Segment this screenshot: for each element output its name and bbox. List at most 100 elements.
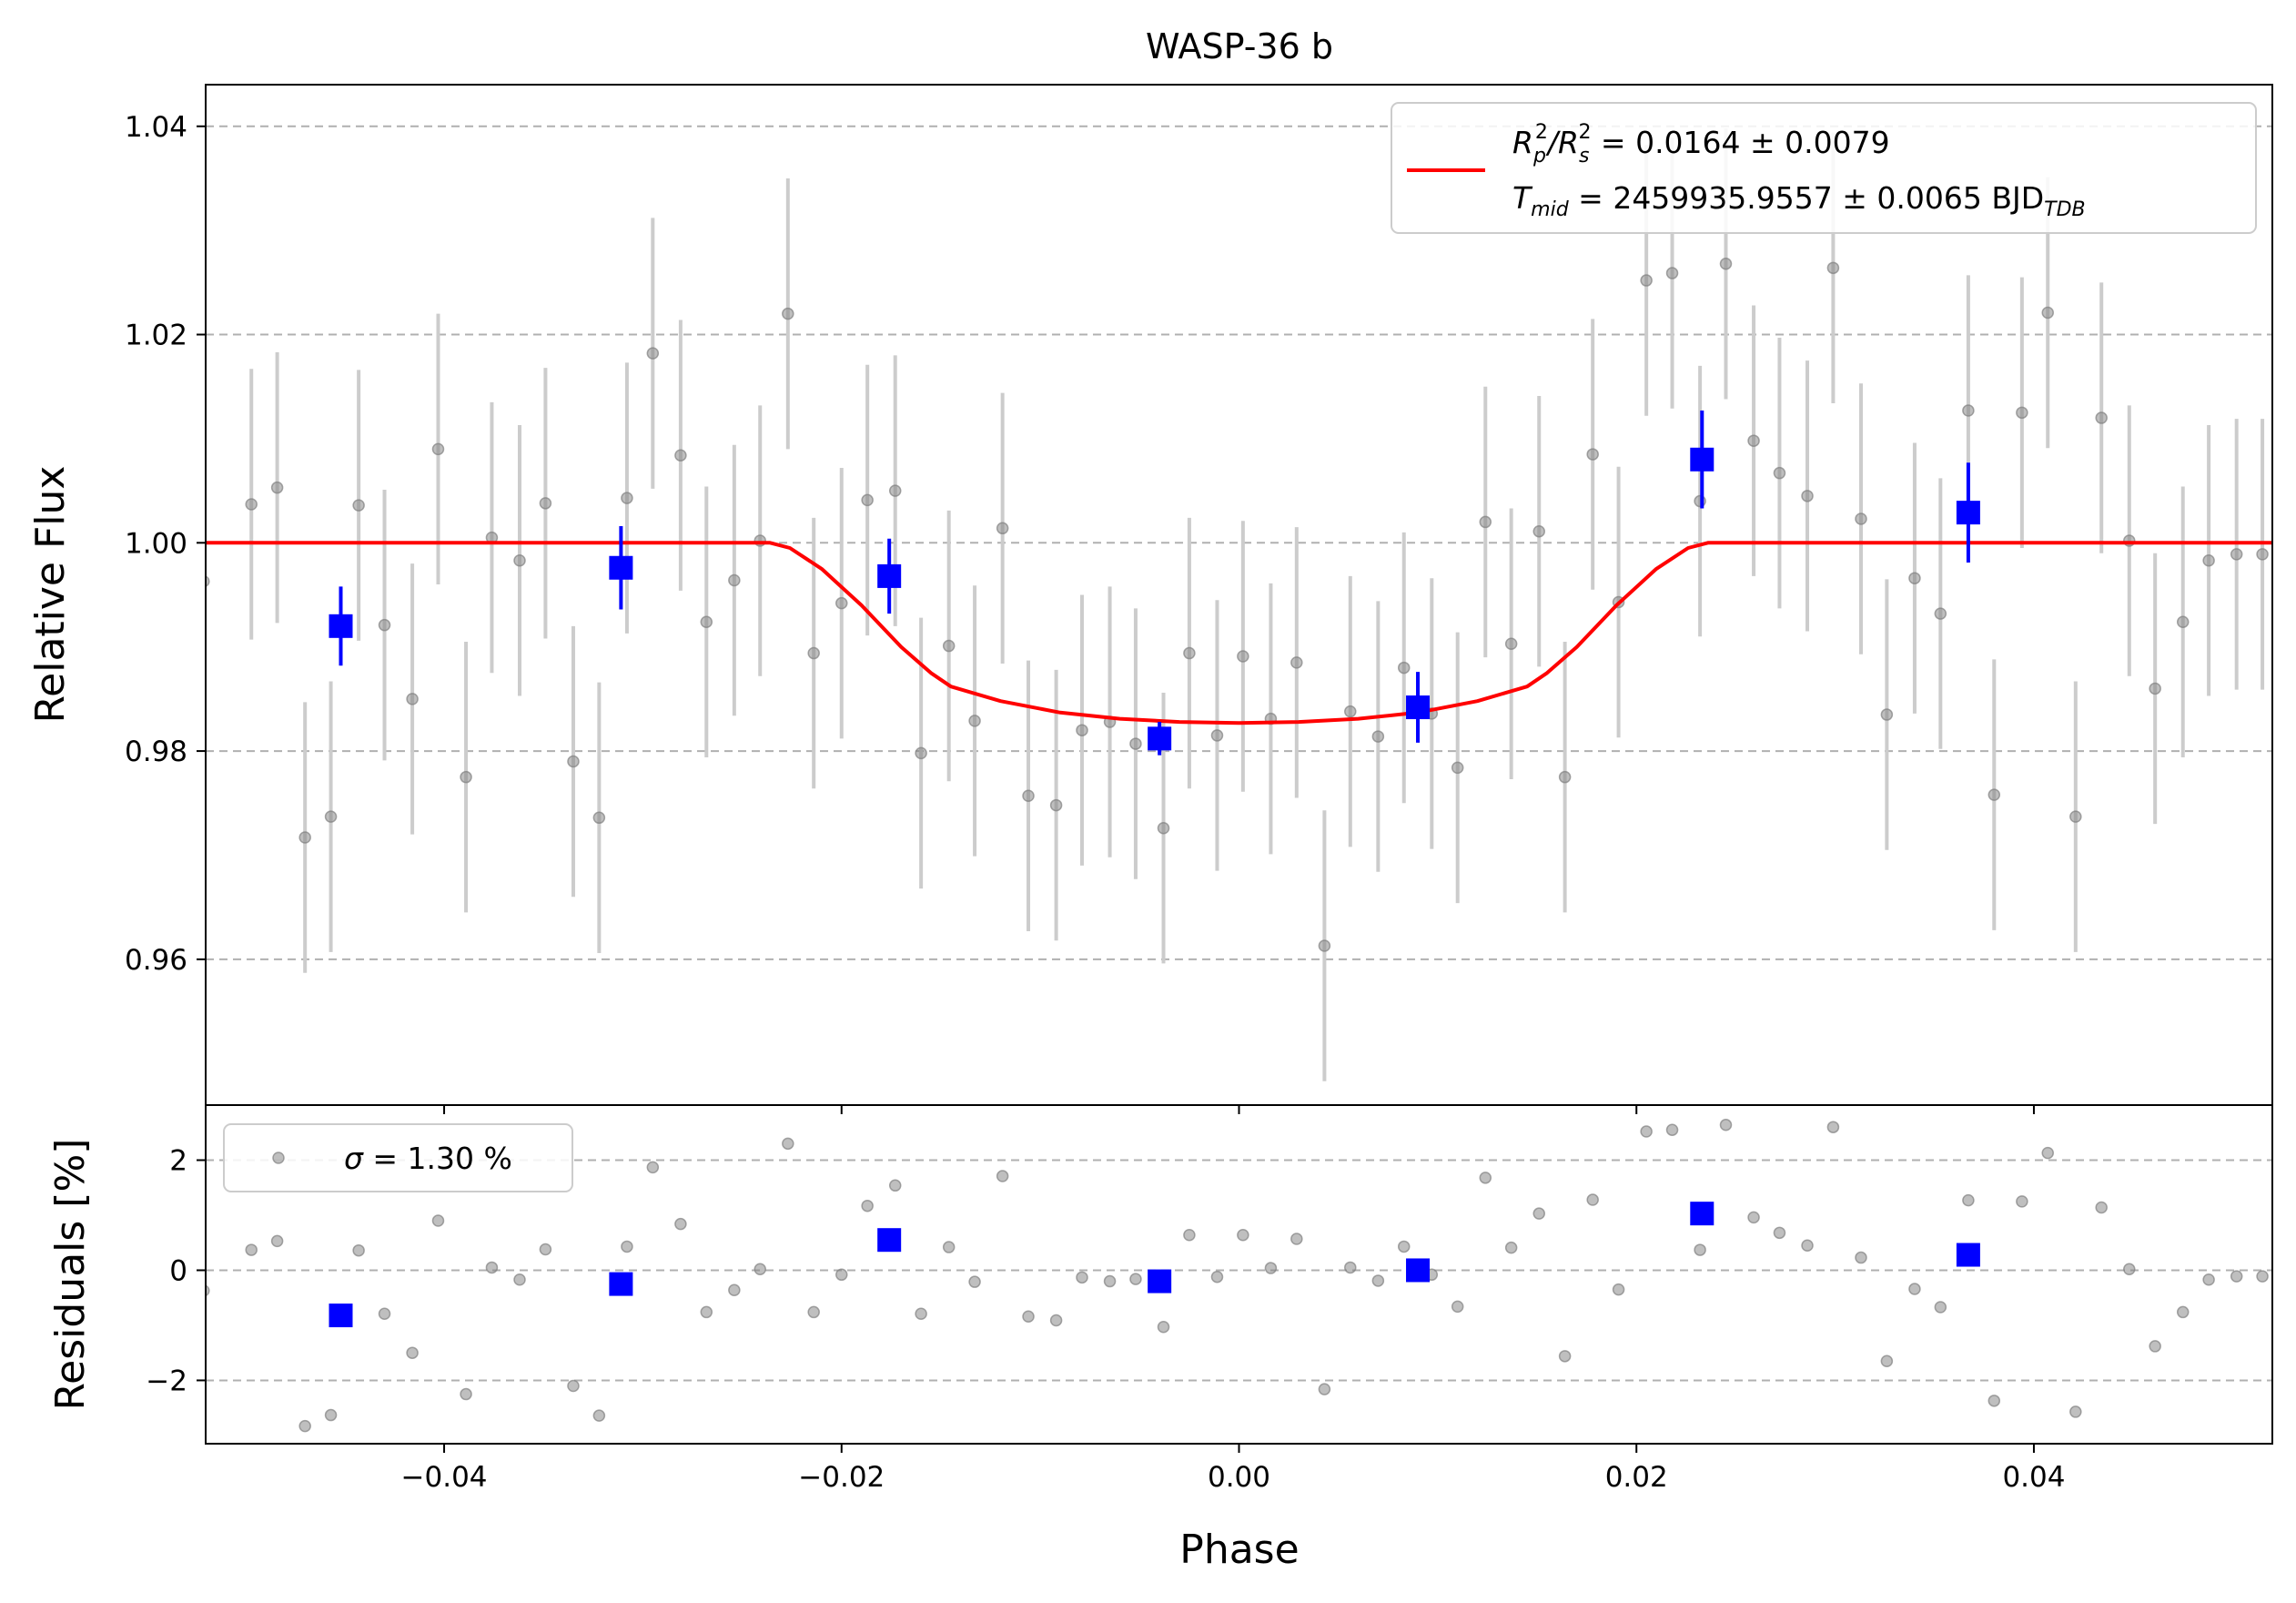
residual-point: [1719, 1119, 1733, 1131]
data-point: [1371, 730, 1385, 743]
main-x-ticks: [443, 1105, 2035, 1114]
residual-point: [1129, 1273, 1142, 1285]
residual-point: [621, 1240, 633, 1253]
residual-point: [728, 1283, 741, 1296]
residual-point: [2230, 1270, 2243, 1283]
binned-point: [1148, 726, 1172, 751]
residuals-panel: −2 0 2 −0.04 −0.02 0.00 0.02 0.04 Residuals [%…: [47, 1104, 2273, 1573]
data-point: [915, 746, 927, 760]
data-point: [861, 493, 874, 507]
residual-point: [1558, 1350, 1572, 1363]
residual-point: [2149, 1340, 2161, 1353]
residual-point: [1290, 1233, 1303, 1245]
residual-point: [2176, 1305, 2190, 1319]
data-point: [1318, 939, 1331, 952]
residual-point: [1318, 1383, 1331, 1395]
data-point: [1558, 770, 1572, 784]
residual-point: [861, 1199, 874, 1212]
residual-point: [1826, 1121, 1840, 1133]
data-point: [996, 522, 1009, 535]
x-tick-label: 0.00: [1208, 1461, 1270, 1494]
data-point: [206, 575, 210, 588]
legend-tmid-label: Tmid = 2459935.9557 ± 0.0065 BJDTDB: [1512, 180, 2086, 221]
residual-point: [324, 1408, 338, 1422]
residual-point: [1532, 1207, 1545, 1220]
x-tick-label: −0.04: [401, 1461, 488, 1494]
data-point: [1801, 490, 1814, 502]
x-axis-label: Phase: [1179, 1527, 1299, 1573]
data-point: [567, 755, 580, 768]
data-point: [728, 573, 741, 587]
data-point: [1076, 724, 1088, 736]
data-point: [2230, 548, 2243, 561]
data-point: [1855, 512, 1867, 525]
data-point: [2095, 411, 2108, 424]
legend-data-marker: [272, 1152, 285, 1164]
residual-point: [1801, 1239, 1814, 1252]
residual-point: [1479, 1172, 1492, 1184]
residual-point: [1880, 1354, 1894, 1368]
binned-points: [329, 411, 1980, 756]
residual-point: [1665, 1123, 1679, 1136]
data-point: [1049, 798, 1063, 812]
residual-point: [1988, 1395, 2001, 1407]
residual-point: [352, 1243, 365, 1257]
residual-point: [1612, 1283, 1625, 1296]
data-point: [324, 810, 338, 823]
residual-x-ticks: −0.04 −0.02 0.00 0.02 0.04: [401, 1444, 2065, 1494]
data-point: [1451, 761, 1464, 775]
data-point: [460, 770, 472, 784]
main-plot-frame: [205, 84, 2273, 1106]
data-point: [431, 442, 445, 456]
residual-point: [807, 1305, 820, 1319]
legend-rp-rs-label: Rp2/Rs2 = 0.0164 ± 0.0079: [1512, 121, 1890, 167]
y-tick-label: 0.98: [125, 736, 187, 768]
data-point: [592, 811, 606, 825]
binned-point: [1956, 501, 1980, 525]
legend-sigma-label: σ = 1.30 %: [344, 1141, 512, 1176]
residual-point: [1344, 1261, 1357, 1274]
residual-binned-point: [1148, 1269, 1172, 1294]
residual-point: [1908, 1283, 1921, 1295]
data-point: [2041, 306, 2054, 320]
residual-binned-point: [1406, 1258, 1431, 1283]
data-point: [378, 618, 391, 632]
x-tick-label: 0.04: [2002, 1461, 2065, 1494]
residual-point: [406, 1346, 419, 1359]
transit-model-line: [206, 541, 2272, 725]
data-point: [1183, 646, 1196, 660]
x-tick-label: −0.02: [798, 1461, 885, 1494]
residual-point: [431, 1214, 445, 1227]
data-point: [406, 693, 419, 705]
data-point: [1237, 650, 1249, 663]
residual-point: [2202, 1273, 2215, 1286]
residual-point: [460, 1387, 472, 1401]
data-point: [1719, 257, 1733, 270]
residual-point: [1210, 1270, 1224, 1283]
data-point: [1210, 729, 1224, 742]
y-tick-label: 1.02: [125, 320, 187, 352]
residual-point: [1586, 1193, 1599, 1206]
data-point: [1157, 821, 1170, 835]
y-tick-label: −2: [146, 1365, 187, 1397]
data-point: [539, 497, 552, 510]
residual-point: [1962, 1193, 1975, 1207]
data-point: [1022, 789, 1035, 803]
data-point: [1826, 261, 1840, 275]
binned-point: [1406, 695, 1431, 720]
residual-point: [1264, 1262, 1278, 1274]
data-point: [1747, 434, 1760, 447]
data-point: [674, 449, 687, 462]
data-point: [807, 646, 820, 660]
residual-plot-frame: [205, 1104, 2273, 1445]
data-point: [1773, 466, 1786, 480]
residual-binned-points: [329, 1202, 1980, 1328]
residual-point: [2095, 1201, 2108, 1214]
data-point: [646, 347, 660, 360]
data-errorbars: [249, 128, 2265, 1081]
residual-point: [1451, 1300, 1464, 1314]
data-point: [1908, 572, 1921, 584]
data-point: [270, 481, 284, 494]
data-point: [1397, 661, 1411, 675]
residual-point: [1049, 1314, 1063, 1327]
